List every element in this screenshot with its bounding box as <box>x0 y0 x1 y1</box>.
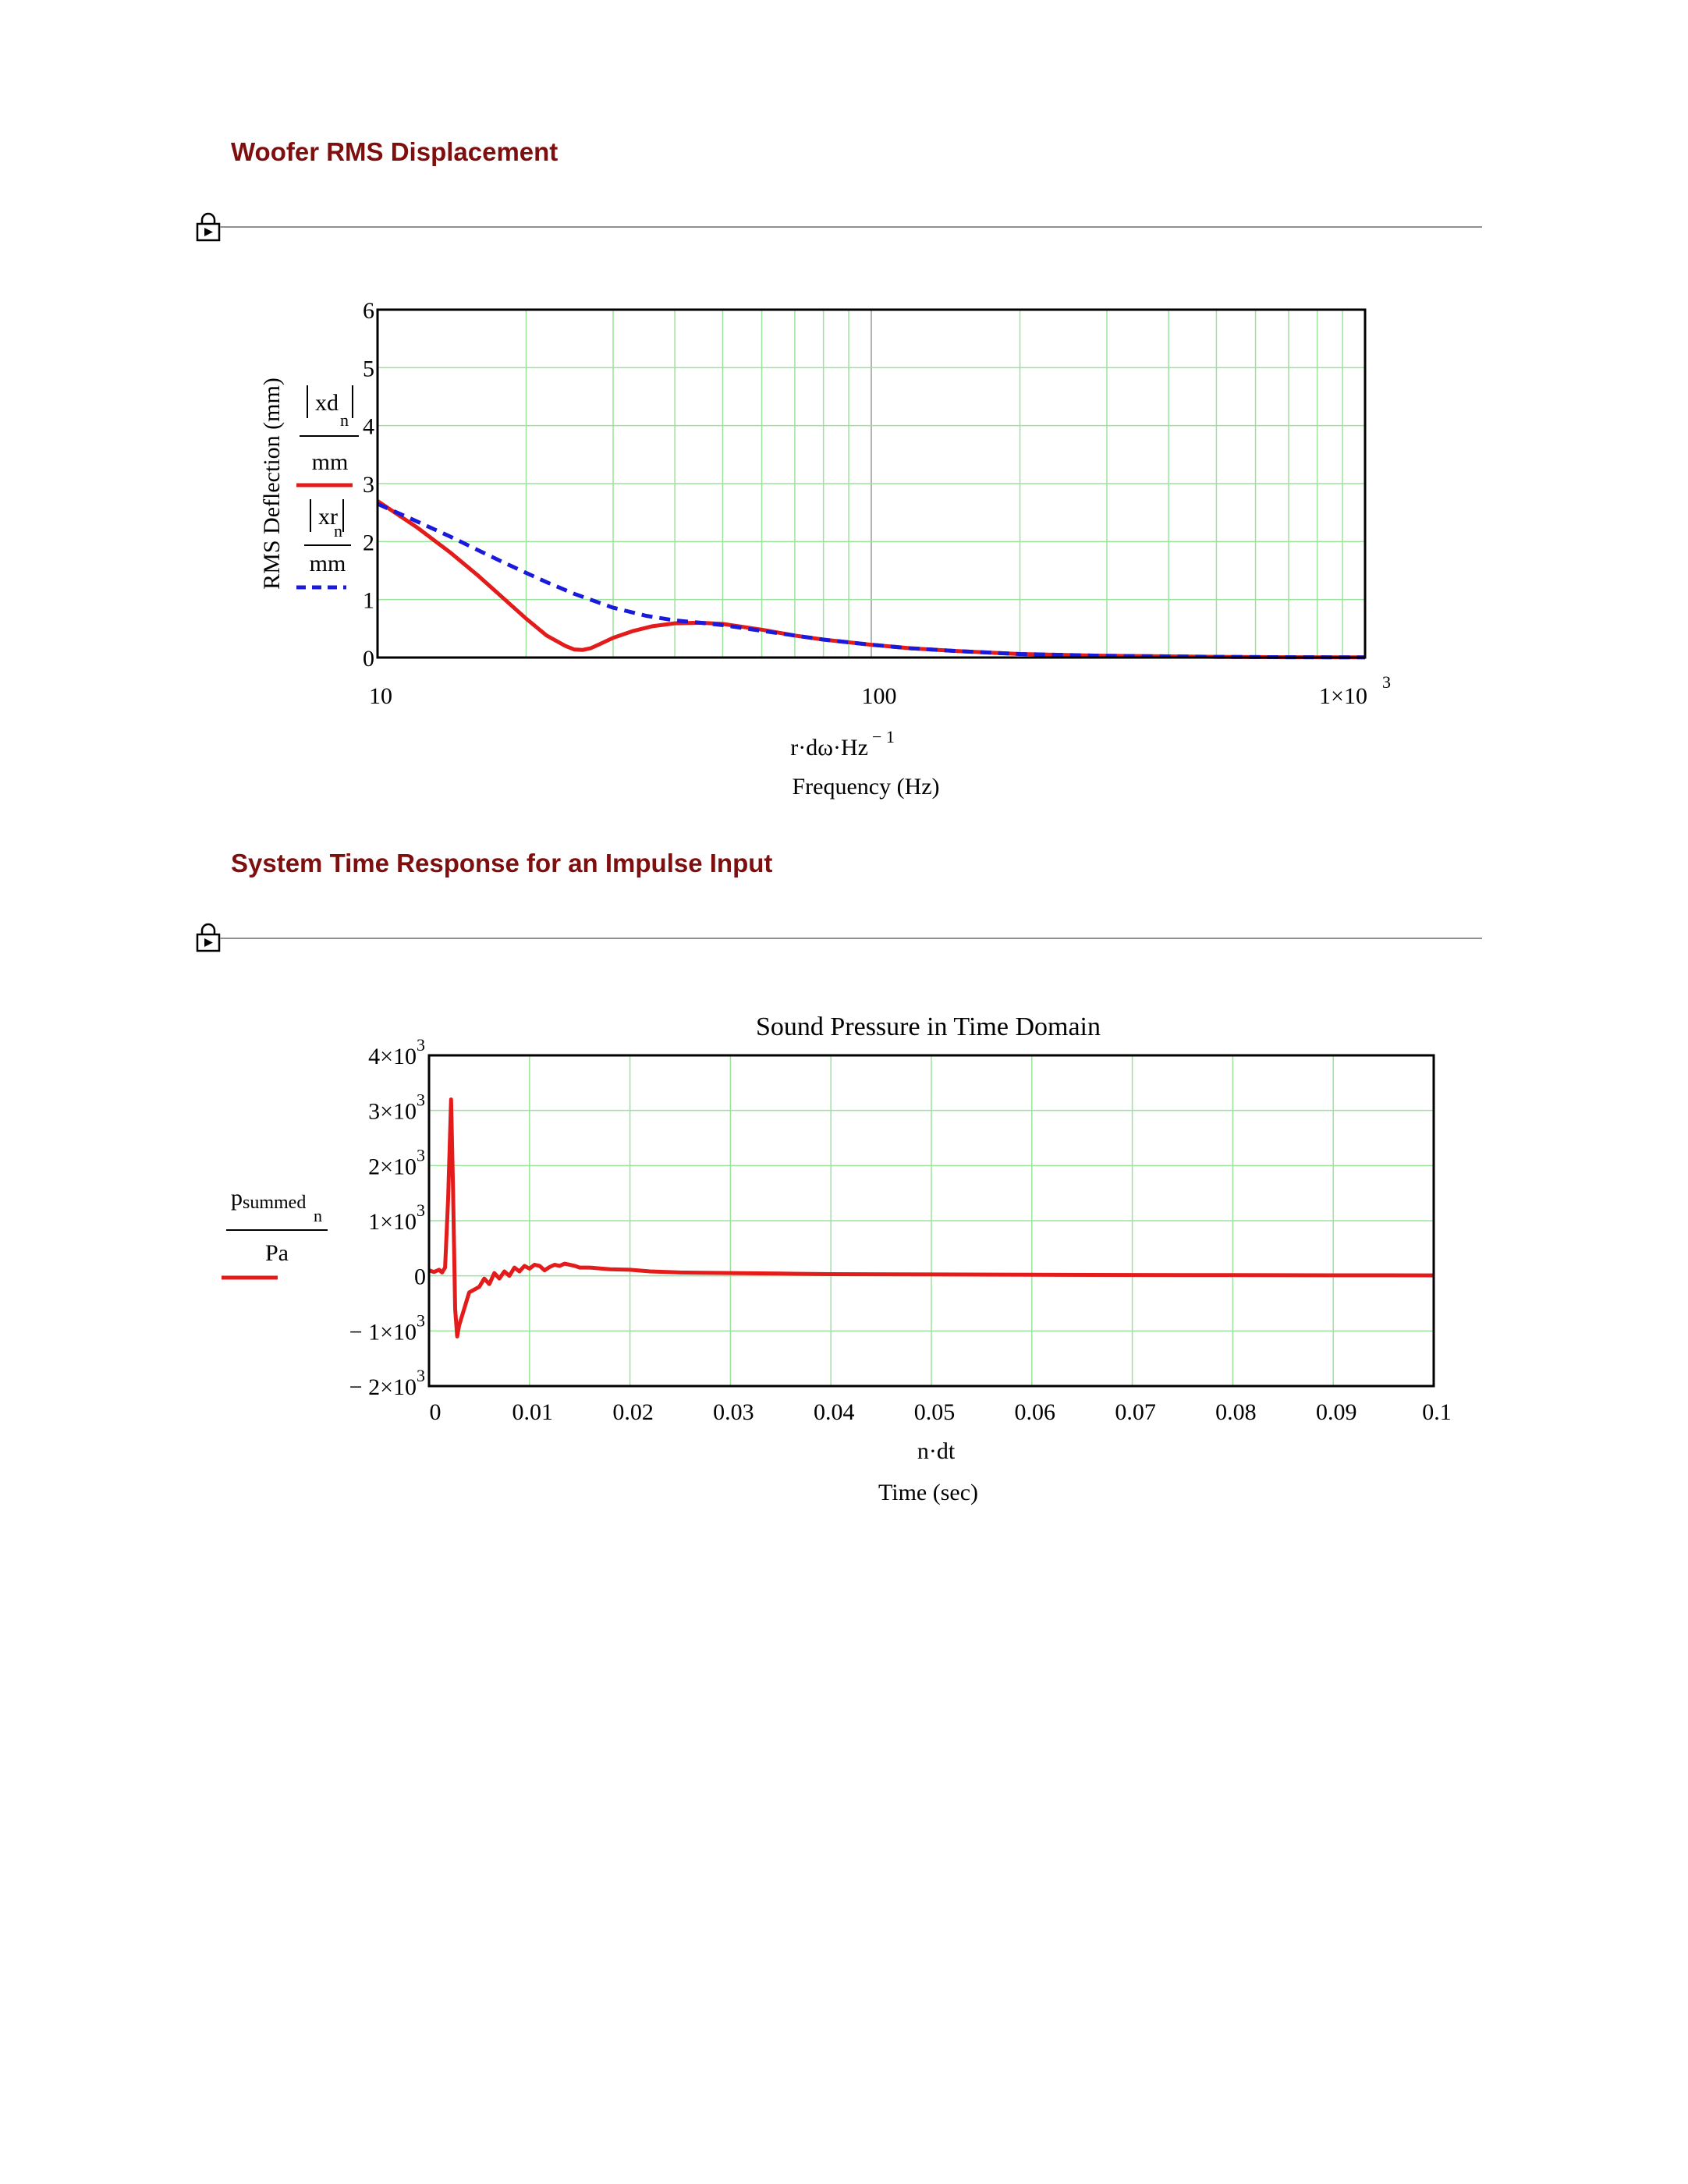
chart2-x-tick-label: 0.02 <box>612 1399 654 1425</box>
chart1-plot-frame <box>376 308 1367 659</box>
chart2-y-tick-exponent: 3 <box>417 1035 425 1055</box>
chart1-y-tick-label: 4 <box>363 414 374 440</box>
chart2-y-tick-exponent: 3 <box>417 1090 425 1110</box>
chart2-x-tick-label: 0.07 <box>1115 1399 1156 1425</box>
lock-icon[interactable] <box>196 212 221 242</box>
chart2-x-tick-label: 0.09 <box>1316 1399 1357 1425</box>
chart2-y-tick-label: − 2×10 <box>349 1374 417 1400</box>
chart2-series <box>428 1097 1434 1338</box>
chart1-y-tick-label: 2 <box>363 530 374 555</box>
section-title-woofer: Woofer RMS Displacement <box>231 137 559 166</box>
chart2-x-tick-label: 0 <box>430 1399 442 1425</box>
legend-xd-unit: mm <box>312 449 349 475</box>
chart2-y-tick-label: − 1×10 <box>349 1319 417 1345</box>
chart1-y-tick-label: 6 <box>363 298 374 324</box>
chart1-x-expression: r·dω·Hz <box>790 735 868 760</box>
chart2-title: Sound Pressure in Time Domain <box>756 1012 1101 1041</box>
chart1-series-line-xd <box>376 499 1366 660</box>
chart1-grid <box>378 310 1365 658</box>
chart1-x-axis-label: Frequency (Hz) <box>792 774 939 800</box>
chart2-y-tick-exponent: 3 <box>417 1310 425 1330</box>
chart1-legend-item-xr: xr n mm <box>296 499 351 590</box>
region-divider <box>220 226 1482 228</box>
chart2-series-line-p <box>428 1097 1434 1338</box>
chart2-y-tick-exponent: 3 <box>417 1366 425 1385</box>
chart1-y-ticks: 0 1 2 3 4 5 6 <box>363 298 374 672</box>
chart2-y-tick-label: 4×10 <box>368 1044 417 1069</box>
chart1-x-ticks: 10 100 1×10 3 <box>369 672 1391 709</box>
chart1-legend-item-xd: xd n mm <box>296 385 359 488</box>
chart2-x-axis-label: Time (sec) <box>878 1480 978 1505</box>
chart-sound-pressure: Sound Pressure in Time Domain − 2×10 3− 1… <box>222 1012 1452 1505</box>
chart1-y-axis-label: RMS Deflection (mm) <box>259 378 285 590</box>
chart2-y-ticks: − 2×10 3− 1×10 301×10 32×10 33×10 34×10 3 <box>349 1035 426 1400</box>
legend-xr-name: xr <box>318 504 338 530</box>
chart2-x-tick-label: 0.04 <box>814 1399 855 1425</box>
legend-xd-name: xd <box>315 390 339 416</box>
chart2-y-tick-exponent: 3 <box>417 1145 425 1165</box>
chart2-x-tick-label: 0.08 <box>1215 1399 1257 1425</box>
chart2-y-tick-label: 1×10 <box>368 1209 417 1235</box>
chart1-y-tick-label: 5 <box>363 356 374 381</box>
chart1-series <box>376 499 1366 660</box>
legend-p-name: psummed <box>231 1185 306 1213</box>
chart2-legend-item-p: psummed n Pa <box>222 1185 328 1280</box>
chart2-x-tick-label: 0.06 <box>1015 1399 1056 1425</box>
region-divider <box>220 938 1482 939</box>
chart2-x-tick-label: 0.01 <box>512 1399 554 1425</box>
lock-icon[interactable] <box>196 923 221 952</box>
chart2-x-tick-label: 0.05 <box>914 1399 956 1425</box>
chart1-x-tick-exponent: 3 <box>1382 672 1391 692</box>
legend-p-sub: n <box>314 1206 322 1225</box>
chart1-y-tick-label: 3 <box>363 472 374 498</box>
legend-xd-sub: n <box>340 410 349 430</box>
chart1-x-tick-label: 100 <box>862 683 897 709</box>
chart2-y-tick-label: 3×10 <box>368 1099 417 1125</box>
chart2-x-tick-label: 0.1 <box>1422 1399 1452 1425</box>
chart1-x-tick-label: 10 <box>369 683 392 709</box>
chart1-x-tick-label: 1×10 <box>1319 683 1367 709</box>
section-title-impulse: System Time Response for an Impulse Inpu… <box>231 849 773 878</box>
chart1-x-expression-exp: − 1 <box>872 727 895 746</box>
legend-xr-unit: mm <box>310 551 346 576</box>
chart2-x-tick-label: 0.03 <box>713 1399 754 1425</box>
chart2-x-expression: n·dt <box>917 1438 956 1464</box>
chart2-y-tick-exponent: 3 <box>417 1200 425 1220</box>
chart-rms-displacement: 0 1 2 3 4 5 6 10 100 1×10 3 RMS Deflection (mm) x… <box>259 298 1391 800</box>
chart2-x-ticks: 0 0.01 0.02 0.03 0.04 0.05 0.06 0.07 0.08 0.09 0.1 <box>430 1399 1452 1425</box>
legend-xr-sub: n <box>334 521 342 541</box>
chart2-y-tick-label: 2×10 <box>368 1154 417 1179</box>
chart1-y-tick-label: 1 <box>363 588 374 614</box>
chart2-plot-frame <box>427 1054 1435 1388</box>
legend-p-unit: Pa <box>265 1240 289 1266</box>
chart2-y-tick-label: 0 <box>414 1264 426 1290</box>
chart1-y-tick-label: 0 <box>363 646 374 672</box>
chart2-grid <box>429 1055 1434 1386</box>
chart1-series-line-xr <box>376 502 1366 660</box>
